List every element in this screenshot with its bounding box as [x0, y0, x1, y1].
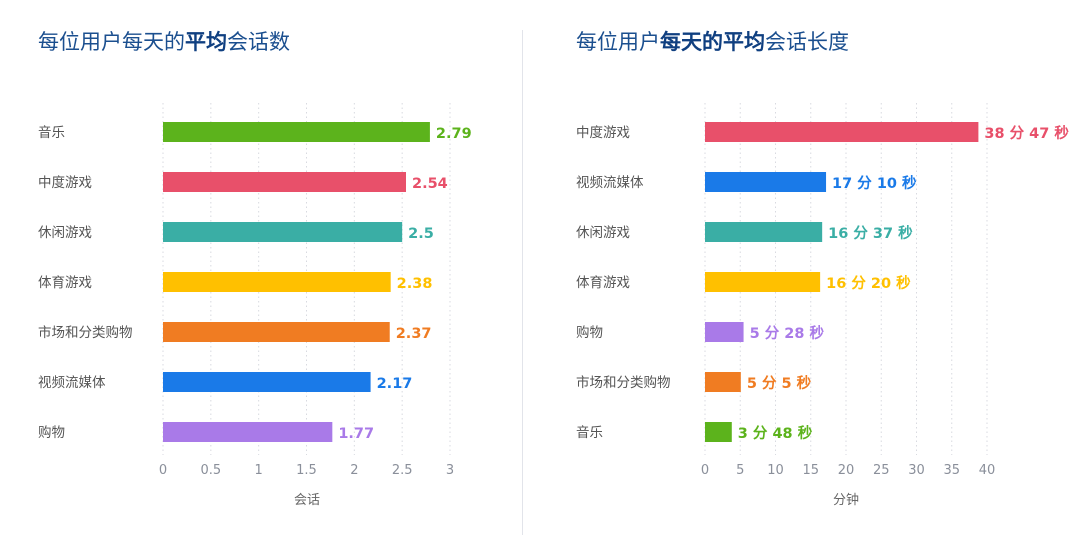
category-label: 视频流媒体 [576, 175, 644, 191]
title-part: 平均 [185, 30, 227, 54]
bar [163, 122, 430, 142]
x-tick-label: 2.5 [392, 463, 413, 478]
x-tick-label: 5 [736, 463, 744, 478]
x-tick-label: 3 [446, 463, 454, 478]
category-label: 购物 [38, 425, 65, 441]
category-label: 市场和分类购物 [38, 324, 133, 341]
category-label: 音乐 [38, 124, 65, 141]
x-tick-label: 40 [979, 463, 996, 478]
data-label: 2.17 [377, 376, 413, 392]
bar [705, 372, 741, 392]
x-axis-label: 分钟 [833, 492, 859, 508]
category-label: 中度游戏 [576, 125, 630, 141]
x-tick-label: 35 [943, 463, 960, 478]
bar [705, 122, 979, 142]
title-part: 每位用户 [576, 30, 660, 54]
title-part: 会话数 [227, 30, 290, 54]
data-label: 17 分 10 秒 [832, 174, 917, 192]
x-tick-label: 30 [908, 463, 925, 478]
x-tick-label: 1.5 [296, 463, 317, 478]
x-tick-label: 0.5 [200, 463, 221, 478]
x-tick-label: 25 [873, 463, 890, 478]
bar [163, 422, 333, 442]
data-label: 16 分 20 秒 [826, 274, 911, 292]
category-label: 中度游戏 [38, 175, 92, 191]
x-tick-label: 20 [838, 463, 855, 478]
category-label: 体育游戏 [576, 275, 630, 291]
data-label: 5 分 5 秒 [747, 374, 812, 392]
data-label: 1.77 [338, 426, 374, 442]
bar [705, 222, 823, 242]
x-tick-label: 2 [350, 463, 358, 478]
data-label: 2.38 [397, 276, 433, 292]
panel-divider [522, 30, 523, 535]
data-label: 2.54 [412, 176, 448, 192]
left-chart-title: 每位用户每天的平均会话数 [38, 26, 290, 56]
category-label: 市场和分类购物 [576, 374, 671, 391]
category-label: 视频流媒体 [38, 375, 106, 391]
bar [705, 272, 821, 292]
bar [163, 172, 406, 192]
data-label: 16 分 37 秒 [828, 224, 913, 242]
bar [163, 322, 390, 342]
x-tick-label: 0 [701, 463, 709, 478]
bar [705, 172, 827, 192]
data-label: 2.79 [436, 126, 472, 142]
x-tick-label: 0 [159, 463, 167, 478]
x-tick-label: 1 [255, 463, 263, 478]
x-axis-label: 会话 [294, 493, 320, 508]
x-tick-label: 10 [767, 463, 784, 478]
data-label: 2.5 [408, 226, 434, 242]
data-label: 3 分 48 秒 [738, 424, 813, 442]
data-label: 38 分 47 秒 [984, 124, 1069, 142]
category-label: 休闲游戏 [576, 225, 630, 241]
x-tick-label: 15 [802, 463, 819, 478]
right-chart-title: 每位用户每天的平均会话长度 [576, 26, 849, 56]
data-label: 2.37 [396, 326, 432, 342]
data-label: 5 分 28 秒 [750, 324, 825, 342]
bar [163, 222, 403, 242]
title-part: 每位用户每天的 [38, 30, 185, 54]
category-label: 体育游戏 [38, 275, 92, 291]
title-part: 会话长度 [765, 30, 849, 54]
bar [705, 422, 732, 442]
category-label: 音乐 [576, 424, 603, 441]
bar [163, 372, 371, 392]
bar [163, 272, 391, 292]
category-label: 购物 [576, 325, 603, 341]
title-part: 每天的平均 [660, 30, 765, 54]
category-label: 休闲游戏 [38, 225, 92, 241]
bar [705, 322, 744, 342]
